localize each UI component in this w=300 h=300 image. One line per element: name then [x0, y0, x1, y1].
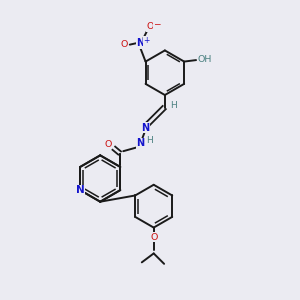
Text: +: +: [144, 36, 150, 45]
Text: H: H: [170, 101, 177, 110]
Text: O: O: [120, 40, 128, 49]
Text: H: H: [146, 136, 153, 145]
Text: N: N: [76, 185, 85, 195]
Text: N: N: [76, 185, 85, 195]
Text: O: O: [150, 232, 158, 242]
Text: OH: OH: [198, 55, 212, 64]
Text: N: N: [141, 123, 149, 133]
Text: N: N: [136, 38, 144, 48]
Text: N: N: [136, 138, 145, 148]
Text: O: O: [104, 140, 112, 148]
Text: O: O: [150, 232, 158, 242]
Text: O: O: [147, 22, 154, 31]
Text: −: −: [153, 19, 161, 28]
